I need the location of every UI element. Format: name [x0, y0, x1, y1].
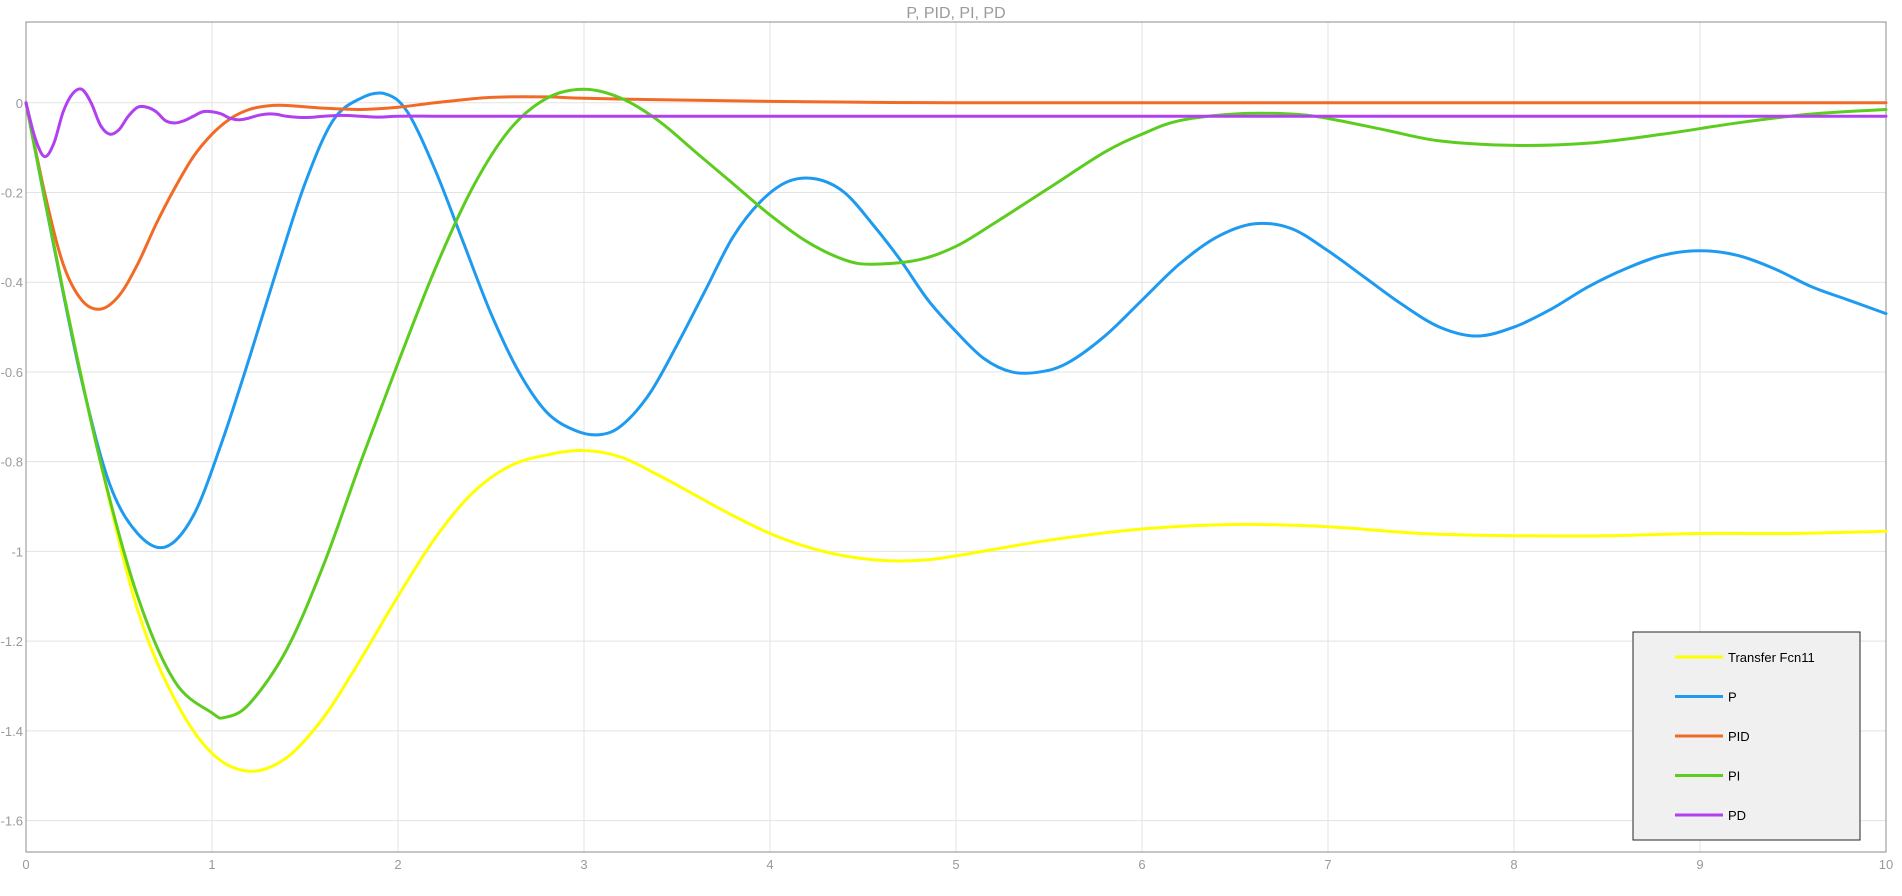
x-tick-label: 10	[1879, 857, 1893, 872]
x-tick-label: 3	[580, 857, 587, 872]
legend-entry: Transfer Fcn11	[1675, 650, 1815, 665]
series-line-pid	[24, 95, 1888, 311]
x-tick-label: 5	[952, 857, 959, 872]
plot-area-frame	[25, 21, 1887, 853]
x-tick-label: 2	[394, 857, 401, 872]
series-line-pi	[24, 87, 1888, 720]
x-tick-label: 8	[1510, 857, 1517, 872]
series-line-p	[24, 91, 1888, 550]
axis-ticks: 0 1 2 3 4 5 6 7 8 9 10 0 -0.2 -0.4 -0.6 -0.8 -1 -1.2 -1.4 -…	[1, 96, 1894, 872]
legend-entry: PD	[1675, 808, 1746, 823]
legend-box	[1632, 631, 1861, 841]
legend-entry: PID	[1675, 729, 1750, 744]
series-lines	[24, 87, 1888, 773]
y-tick-label: -1.4	[1, 724, 23, 739]
legend-label: PD	[1728, 808, 1746, 823]
legend: Transfer Fcn11 P PID PI PD	[1632, 631, 1861, 841]
x-tick-label: 9	[1696, 857, 1703, 872]
y-tick-label: -1.6	[1, 814, 23, 829]
legend-label: P	[1728, 690, 1737, 705]
y-tick-label: -0.2	[1, 185, 23, 200]
x-tick-label: 6	[1138, 857, 1145, 872]
y-tick-label: -1	[11, 544, 23, 559]
series-line-transfer-fcn11	[24, 101, 1888, 773]
legend-label: PID	[1728, 729, 1750, 744]
legend-entry: P	[1675, 690, 1737, 705]
y-tick-label: -1.2	[1, 634, 23, 649]
y-tick-label: -0.4	[1, 275, 23, 290]
series-line-pd	[24, 87, 1888, 159]
x-tick-label: 0	[22, 857, 29, 872]
x-tick-label: 7	[1324, 857, 1331, 872]
y-tick-label: -0.6	[1, 365, 23, 380]
legend-label: Transfer Fcn11	[1728, 650, 1815, 665]
chart-title: P, PID, PI, PD	[906, 5, 1005, 22]
legend-entry: PI	[1675, 769, 1740, 784]
y-tick-label: 0	[16, 96, 23, 111]
legend-label: PI	[1728, 769, 1740, 784]
grid	[25, 22, 1887, 852]
x-tick-label: 1	[208, 857, 215, 872]
x-tick-label: 4	[766, 857, 773, 872]
y-tick-label: -0.8	[1, 455, 23, 470]
